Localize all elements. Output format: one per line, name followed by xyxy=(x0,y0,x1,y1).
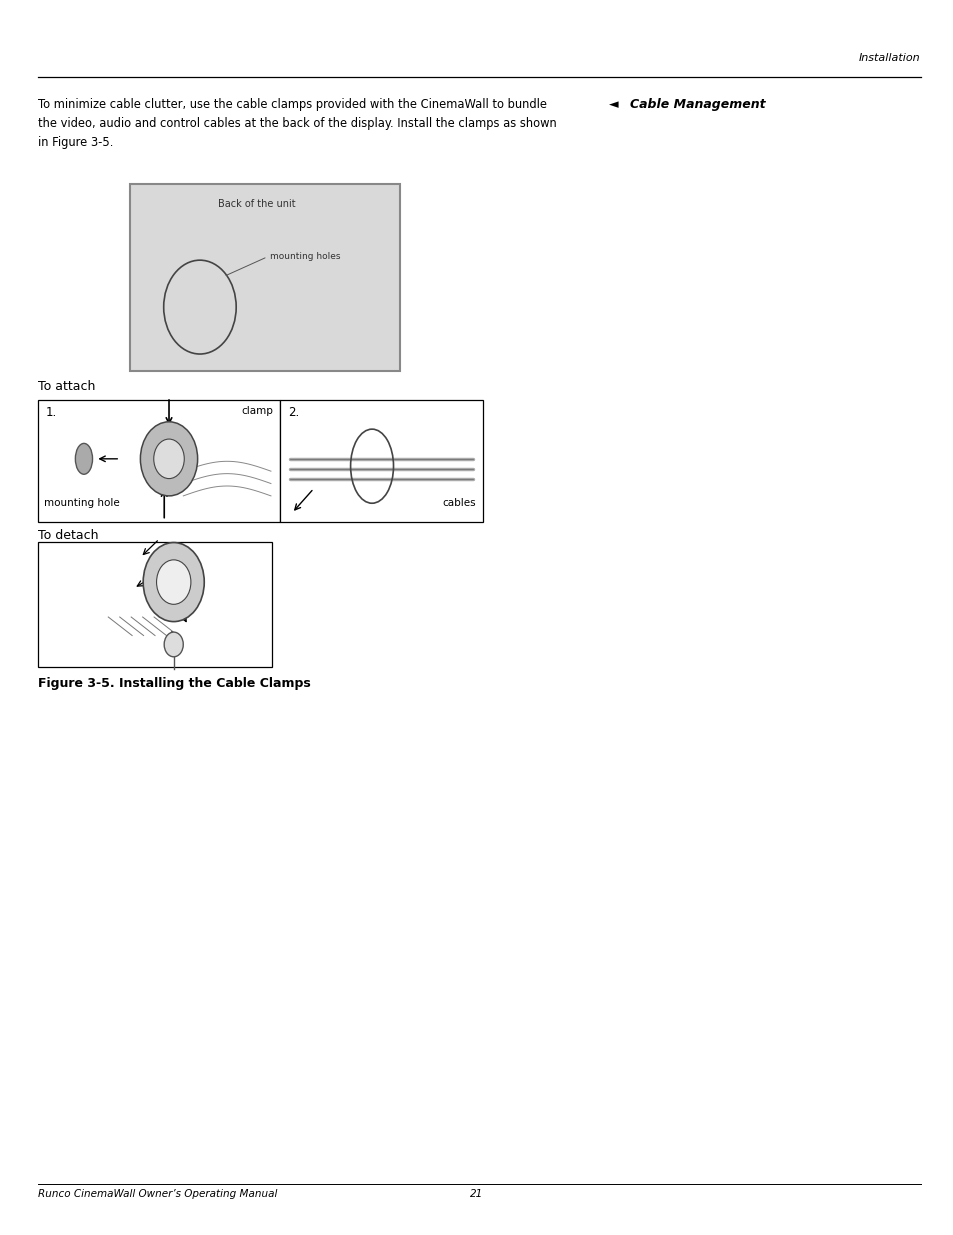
Bar xyxy=(38,542,272,667)
Text: Cable Management: Cable Management xyxy=(629,98,764,111)
Text: 1.: 1. xyxy=(46,406,57,420)
Text: To detach: To detach xyxy=(38,529,98,542)
Ellipse shape xyxy=(75,443,92,474)
Text: in Figure 3-5.: in Figure 3-5. xyxy=(38,136,113,149)
Text: To attach: To attach xyxy=(38,380,95,394)
Text: Runco CinemaWall Owner’s Operating Manual: Runco CinemaWall Owner’s Operating Manua… xyxy=(38,1189,277,1199)
Circle shape xyxy=(140,422,197,496)
Text: To minimize cable clutter, use the cable clamps provided with the CinemaWall to : To minimize cable clutter, use the cable… xyxy=(38,98,547,111)
Text: mounting hole: mounting hole xyxy=(44,498,119,508)
Text: Back of the unit: Back of the unit xyxy=(217,199,295,209)
Text: Figure 3-5. Installing the Cable Clamps: Figure 3-5. Installing the Cable Clamps xyxy=(38,677,311,690)
Circle shape xyxy=(164,261,236,354)
Text: ◄: ◄ xyxy=(608,98,622,111)
Circle shape xyxy=(143,542,204,621)
Text: clamp: clamp xyxy=(241,406,273,416)
Bar xyxy=(38,400,280,522)
Text: 21: 21 xyxy=(470,1189,483,1199)
Circle shape xyxy=(153,440,184,479)
Text: cables: cables xyxy=(442,498,476,508)
Circle shape xyxy=(164,632,183,657)
Text: mounting holes: mounting holes xyxy=(269,252,339,262)
Text: Installation: Installation xyxy=(858,53,920,63)
Text: 2.: 2. xyxy=(288,406,299,420)
Bar xyxy=(130,184,399,370)
Bar xyxy=(280,400,482,522)
Text: the video, audio and control cables at the back of the display. Install the clam: the video, audio and control cables at t… xyxy=(38,117,557,130)
Circle shape xyxy=(156,559,191,604)
